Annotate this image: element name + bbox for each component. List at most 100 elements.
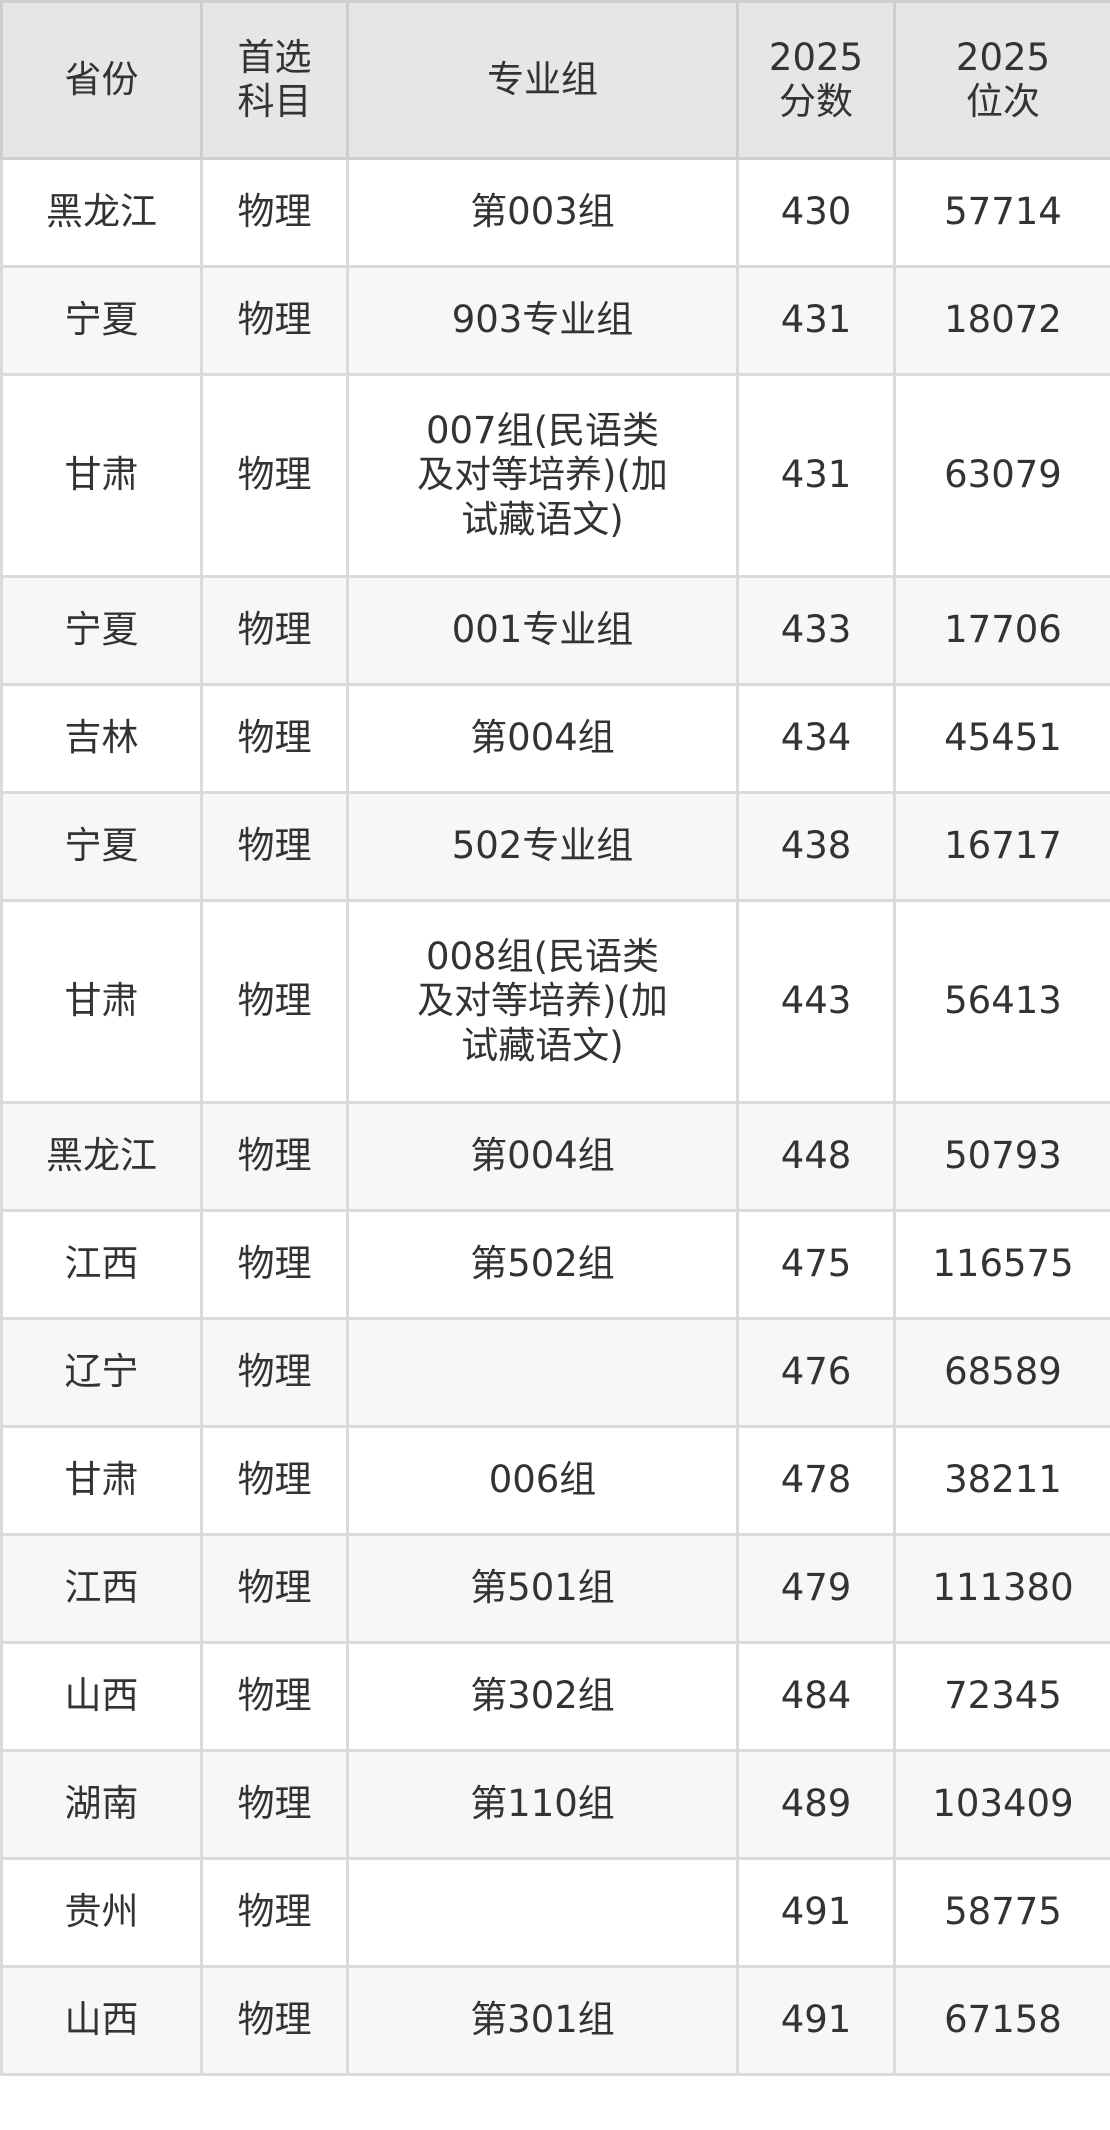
cell-province: 甘肃 xyxy=(0,373,203,578)
cell-group: 第302组 xyxy=(346,1641,739,1752)
header-score: 2025 分数 xyxy=(736,0,896,160)
cell-subject: 物理 xyxy=(200,683,349,794)
cell-group: 001专业组 xyxy=(346,575,739,686)
table-row: 甘肃 物理 008组(民语类 及对等培养)(加 试藏语文) 443 56413 xyxy=(0,899,1110,1104)
cell-score: 484 xyxy=(736,1641,896,1752)
table-row: 宁夏 物理 001专业组 433 17706 xyxy=(0,575,1110,686)
cell-province: 山西 xyxy=(0,1965,203,2076)
cell-rank: 38211 xyxy=(893,1425,1110,1536)
table-row: 宁夏 物理 903专业组 431 18072 xyxy=(0,265,1110,376)
cell-province: 宁夏 xyxy=(0,791,203,902)
cell-rank: 45451 xyxy=(893,683,1110,794)
cell-score: 430 xyxy=(736,157,896,268)
cell-score: 443 xyxy=(736,899,896,1104)
cell-rank: 56413 xyxy=(893,899,1110,1104)
cell-province: 甘肃 xyxy=(0,899,203,1104)
table-row: 黑龙江 物理 第004组 448 50793 xyxy=(0,1101,1110,1212)
cell-province: 宁夏 xyxy=(0,265,203,376)
header-group: 专业组 xyxy=(346,0,739,160)
cell-group: 006组 xyxy=(346,1425,739,1536)
cell-rank: 17706 xyxy=(893,575,1110,686)
cell-rank: 111380 xyxy=(893,1533,1110,1644)
cell-score: 489 xyxy=(736,1749,896,1860)
cell-subject: 物理 xyxy=(200,1965,349,2076)
cell-score: 438 xyxy=(736,791,896,902)
table-row: 辽宁 物理 476 68589 xyxy=(0,1317,1110,1428)
cell-rank: 103409 xyxy=(893,1749,1110,1860)
cell-score: 491 xyxy=(736,1965,896,2076)
cell-score: 434 xyxy=(736,683,896,794)
cell-province: 黑龙江 xyxy=(0,1101,203,1212)
table-row: 甘肃 物理 007组(民语类 及对等培养)(加 试藏语文) 431 63079 xyxy=(0,373,1110,578)
cell-province: 江西 xyxy=(0,1209,203,1320)
cell-score: 475 xyxy=(736,1209,896,1320)
cell-subject: 物理 xyxy=(200,575,349,686)
cell-province: 吉林 xyxy=(0,683,203,794)
table-row: 宁夏 物理 502专业组 438 16717 xyxy=(0,791,1110,902)
cell-subject: 物理 xyxy=(200,373,349,578)
header-rank: 2025 位次 xyxy=(893,0,1110,160)
cell-group: 第501组 xyxy=(346,1533,739,1644)
cell-rank: 63079 xyxy=(893,373,1110,578)
cell-group xyxy=(346,1317,739,1428)
cell-province: 贵州 xyxy=(0,1857,203,1968)
cell-group: 第003组 xyxy=(346,157,739,268)
cell-score: 478 xyxy=(736,1425,896,1536)
cell-province: 黑龙江 xyxy=(0,157,203,268)
cell-group: 第502组 xyxy=(346,1209,739,1320)
header-subject: 首选 科目 xyxy=(200,0,349,160)
cell-score: 479 xyxy=(736,1533,896,1644)
table-row: 黑龙江 物理 第003组 430 57714 xyxy=(0,157,1110,268)
cell-score: 491 xyxy=(736,1857,896,1968)
cell-province: 江西 xyxy=(0,1533,203,1644)
table-row: 贵州 物理 491 58775 xyxy=(0,1857,1110,1968)
cell-score: 448 xyxy=(736,1101,896,1212)
cell-rank: 68589 xyxy=(893,1317,1110,1428)
cell-rank: 67158 xyxy=(893,1965,1110,2076)
cell-score: 433 xyxy=(736,575,896,686)
cell-score: 431 xyxy=(736,373,896,578)
table-row: 山西 物理 第301组 491 67158 xyxy=(0,1965,1110,2076)
table-row: 江西 物理 第502组 475 116575 xyxy=(0,1209,1110,1320)
table-row: 甘肃 物理 006组 478 38211 xyxy=(0,1425,1110,1536)
cell-subject: 物理 xyxy=(200,1425,349,1536)
cell-group: 008组(民语类 及对等培养)(加 试藏语文) xyxy=(346,899,739,1104)
cell-score: 431 xyxy=(736,265,896,376)
header-province: 省份 xyxy=(0,0,203,160)
cell-subject: 物理 xyxy=(200,1209,349,1320)
cell-group: 第004组 xyxy=(346,1101,739,1212)
cell-score: 476 xyxy=(736,1317,896,1428)
cell-subject: 物理 xyxy=(200,791,349,902)
cell-group: 第110组 xyxy=(346,1749,739,1860)
cell-rank: 58775 xyxy=(893,1857,1110,1968)
cell-group: 第301组 xyxy=(346,1965,739,2076)
cell-subject: 物理 xyxy=(200,1749,349,1860)
cell-subject: 物理 xyxy=(200,1317,349,1428)
cell-subject: 物理 xyxy=(200,1101,349,1212)
cell-rank: 16717 xyxy=(893,791,1110,902)
cell-rank: 18072 xyxy=(893,265,1110,376)
cell-group: 903专业组 xyxy=(346,265,739,376)
cell-rank: 116575 xyxy=(893,1209,1110,1320)
table-row: 吉林 物理 第004组 434 45451 xyxy=(0,683,1110,794)
cell-subject: 物理 xyxy=(200,1641,349,1752)
header-row: 省份 首选 科目 专业组 2025 分数 2025 位次 xyxy=(0,0,1110,160)
table-row: 江西 物理 第501组 479 111380 xyxy=(0,1533,1110,1644)
cell-province: 宁夏 xyxy=(0,575,203,686)
cell-group xyxy=(346,1857,739,1968)
cell-group: 007组(民语类 及对等培养)(加 试藏语文) xyxy=(346,373,739,578)
cell-subject: 物理 xyxy=(200,1857,349,1968)
cell-subject: 物理 xyxy=(200,265,349,376)
cell-rank: 72345 xyxy=(893,1641,1110,1752)
table-row: 湖南 物理 第110组 489 103409 xyxy=(0,1749,1110,1860)
cell-rank: 50793 xyxy=(893,1101,1110,1212)
cell-subject: 物理 xyxy=(200,157,349,268)
cell-province: 山西 xyxy=(0,1641,203,1752)
cell-province: 湖南 xyxy=(0,1749,203,1860)
cell-rank: 57714 xyxy=(893,157,1110,268)
cell-subject: 物理 xyxy=(200,1533,349,1644)
cell-subject: 物理 xyxy=(200,899,349,1104)
cell-province: 甘肃 xyxy=(0,1425,203,1536)
cell-group: 502专业组 xyxy=(346,791,739,902)
cell-province: 辽宁 xyxy=(0,1317,203,1428)
